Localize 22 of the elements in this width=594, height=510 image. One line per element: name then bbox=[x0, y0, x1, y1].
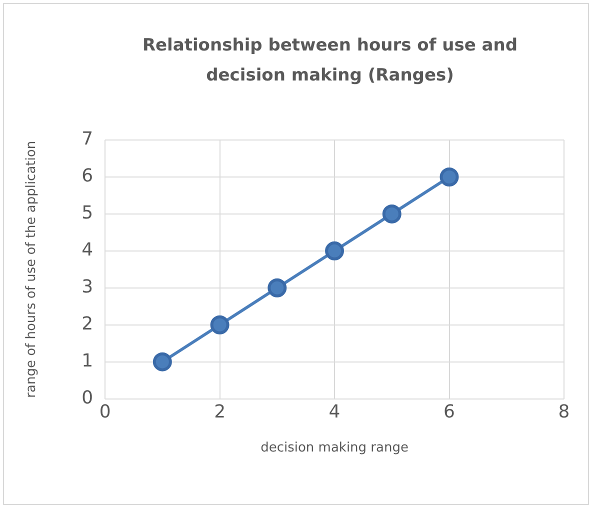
point bbox=[268, 278, 287, 298]
point bbox=[440, 167, 459, 186]
y-tick-label: 6 bbox=[82, 166, 94, 187]
y-tick-label: 0 bbox=[82, 387, 94, 408]
point bbox=[382, 204, 402, 224]
x-tick-label: 0 bbox=[99, 401, 111, 422]
x-tick-label: 8 bbox=[558, 401, 570, 422]
y-tick-label: 7 bbox=[82, 128, 94, 150]
x-axis-title: decision making range bbox=[260, 440, 408, 456]
y-tick-label: 2 bbox=[82, 314, 94, 335]
y-tick-label: 5 bbox=[82, 202, 94, 224]
point bbox=[210, 315, 230, 334]
x-tick-label: 2 bbox=[214, 401, 226, 422]
y-tick-label: 3 bbox=[82, 276, 94, 298]
chart-title: Relationship between hours of use and decision making (Ranges) bbox=[142, 35, 518, 86]
y-tick-label: 4 bbox=[82, 240, 94, 261]
y-axis-title: range of hours of use of the application bbox=[24, 140, 40, 398]
point bbox=[152, 352, 172, 372]
y-tick-label: 1 bbox=[82, 350, 94, 372]
x-tick-label: 6 bbox=[444, 401, 455, 422]
point bbox=[325, 241, 344, 260]
x-tick-label: 4 bbox=[328, 401, 340, 422]
